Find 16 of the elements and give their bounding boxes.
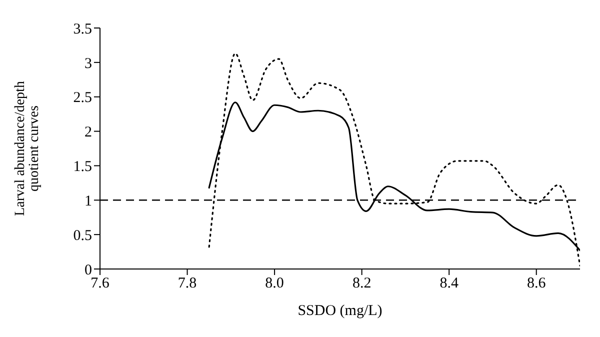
y-tick-label: 2 bbox=[84, 124, 92, 141]
x-axis-title: SSDO (mg/L) bbox=[298, 303, 382, 319]
x-tick-label: 7.6 bbox=[90, 276, 110, 292]
x-tick-label: 8.0 bbox=[265, 276, 284, 292]
x-tick-label: 8.6 bbox=[526, 276, 546, 292]
y-axis-title: Larval abundance/depth quotient curves bbox=[12, 81, 42, 216]
y-tick-label: 3 bbox=[84, 56, 92, 72]
y-tick-label: 2.5 bbox=[73, 90, 92, 106]
y-tick-label: 1 bbox=[84, 193, 92, 210]
y-tick-label: 0 bbox=[84, 262, 92, 278]
y-tick-label: 0.5 bbox=[73, 228, 92, 244]
x-tick-label: 8.2 bbox=[352, 276, 372, 292]
x-tick-label: 7.8 bbox=[178, 276, 197, 292]
y-tick-label: 1.5 bbox=[73, 159, 92, 176]
y-tick-label: 3.5 bbox=[73, 21, 92, 38]
x-tick-label: 8.4 bbox=[440, 276, 459, 292]
